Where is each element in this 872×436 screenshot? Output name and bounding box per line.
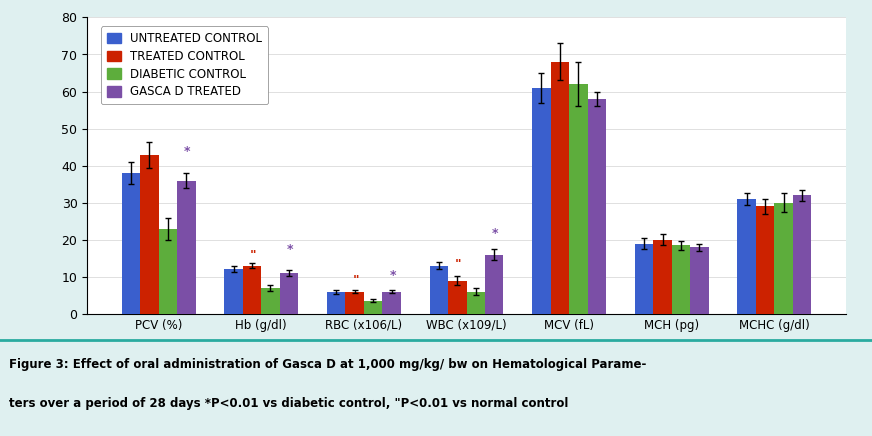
Text: ters over a period of 28 days *P<0.01 vs diabetic control, "P<0.01 vs normal con: ters over a period of 28 days *P<0.01 vs… [9, 397, 568, 410]
Bar [364, 301, 382, 314]
Bar [467, 292, 485, 314]
Bar [448, 281, 467, 314]
Legend: UNTREATED CONTROL, TREATED CONTROL, DIABETIC CONTROL, GASCA D TREATED: UNTREATED CONTROL, TREATED CONTROL, DIAB… [100, 26, 268, 104]
Bar [635, 243, 653, 314]
Bar [159, 228, 177, 314]
Bar [691, 247, 709, 314]
Bar [224, 269, 242, 314]
Bar [738, 199, 756, 314]
Bar [262, 288, 280, 314]
Text: Figure 3: Effect of oral administration of Gasca D at 1,000 mg/kg/ bw on Hematol: Figure 3: Effect of oral administration … [9, 358, 646, 371]
Text: *: * [390, 269, 396, 283]
Text: *: * [287, 243, 293, 256]
Text: *: * [492, 227, 499, 240]
Bar [756, 207, 774, 314]
Text: ": " [249, 249, 256, 262]
Bar [793, 195, 811, 314]
Bar [242, 266, 262, 314]
Bar [382, 292, 401, 314]
Bar [569, 84, 588, 314]
Bar [485, 255, 503, 314]
Bar [327, 292, 345, 314]
Bar [588, 99, 606, 314]
Bar [345, 292, 364, 314]
Bar [653, 240, 671, 314]
Bar [430, 266, 448, 314]
Text: *: * [184, 145, 191, 158]
Bar [774, 203, 793, 314]
Bar [140, 155, 159, 314]
Text: ": " [147, 186, 153, 199]
Bar [671, 245, 691, 314]
Bar [122, 173, 140, 314]
Bar [280, 273, 298, 314]
Bar [551, 62, 569, 314]
Text: ": " [352, 274, 359, 287]
Bar [177, 181, 195, 314]
Bar [532, 88, 551, 314]
Text: ": " [455, 258, 461, 271]
